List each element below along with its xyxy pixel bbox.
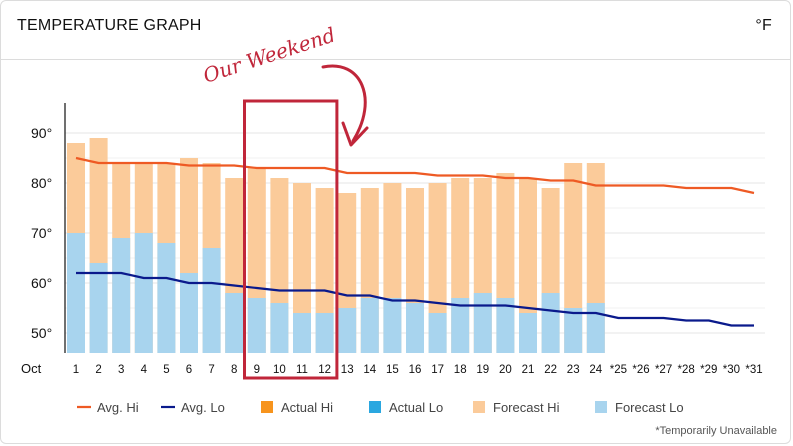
forecast-lo-bar <box>564 308 583 353</box>
forecast-lo-bar <box>202 248 221 353</box>
x-tick-label: 5 <box>163 364 169 376</box>
x-tick-label: 17 <box>431 364 444 376</box>
unit-label[interactable]: °F <box>755 17 772 34</box>
forecast-lo-bar <box>473 293 492 353</box>
forecast-lo-bar <box>496 298 515 353</box>
x-tick-label: 24 <box>589 364 602 376</box>
legend-label: Avg. Lo <box>181 400 225 415</box>
forecast-lo-bar <box>67 233 85 353</box>
x-tick-label: 16 <box>409 364 422 376</box>
x-tick-label: *31 <box>745 364 762 376</box>
avg-hi-line <box>75 156 755 195</box>
forecast-hi-bar <box>293 183 311 353</box>
y-tick-label: 50° <box>31 325 52 341</box>
forecast-lo-bar <box>383 298 402 353</box>
legend-swatch <box>595 401 607 413</box>
forecast-lo-bar <box>406 303 424 353</box>
annotation-label: Our Weekend <box>200 22 338 87</box>
forecast-lo-bar <box>293 313 311 353</box>
x-tick-label: 6 <box>186 364 192 376</box>
legend-swatch <box>473 401 485 413</box>
x-tick-label: 2 <box>95 364 101 376</box>
y-tick-label: 90° <box>31 125 52 141</box>
x-tick-label: *25 <box>610 364 627 376</box>
x-tick-label: *29 <box>700 364 717 376</box>
x-tick-label: 14 <box>363 364 376 376</box>
legend: Avg. Hi Avg. Lo Actual Hi Actual Lo Forecast… <box>77 400 684 415</box>
forecast-lo-bar <box>315 313 334 353</box>
legend-swatch <box>369 401 381 413</box>
forecast-hi-bar <box>564 163 583 353</box>
forecast-lo-bar <box>541 293 560 353</box>
annotation-arrow <box>321 64 367 143</box>
forecast-lo-bar <box>112 238 131 353</box>
forecast-lo-bar <box>586 303 605 353</box>
forecast-hi-bar <box>315 188 334 353</box>
legend-label: Forecast Hi <box>493 400 560 415</box>
x-tick-label: 10 <box>273 364 286 376</box>
page-title: TEMPERATURE GRAPH <box>17 17 202 34</box>
x-tick-label: 9 <box>254 364 260 376</box>
forecast-hi-bar <box>428 183 447 353</box>
x-tick-label: 1 <box>73 364 79 376</box>
avg-lo-line <box>76 271 754 327</box>
y-tick-label: 60° <box>31 275 52 291</box>
forecast-lo-bar <box>89 263 108 353</box>
x-tick-label: 11 <box>296 364 308 376</box>
x-tick-label: 23 <box>567 364 580 376</box>
x-tick-label: *30 <box>723 364 740 376</box>
legend-label: Avg. Hi <box>97 400 139 415</box>
legend-swatch <box>261 401 273 413</box>
forecast-lo-bar <box>360 298 379 353</box>
forecast-lo-bar <box>428 313 447 353</box>
x-tick-label: 18 <box>454 364 467 376</box>
x-tick-label: 21 <box>522 364 535 376</box>
forecast-lo-bar <box>451 298 470 353</box>
x-tick-label: 4 <box>141 364 148 376</box>
forecast-lo-bar <box>134 233 153 353</box>
x-tick-label: 15 <box>386 364 399 376</box>
annotation-arrowhead <box>341 121 369 147</box>
x-tick-label: 19 <box>476 364 489 376</box>
x-axis-prefix: Oct <box>21 361 42 376</box>
x-tick-labels: Oct 1 2 3 4 5 6 7 8 9 10 11 12 13 14 15 16 17 18 19 20 21 22 23… <box>21 361 763 376</box>
forecast-lo-bar <box>270 303 289 353</box>
legend-label: Forecast Lo <box>615 400 684 415</box>
x-tick-label: *28 <box>678 364 695 376</box>
bars <box>67 138 605 353</box>
x-tick-label: *27 <box>655 364 672 376</box>
legend-label: Actual Lo <box>389 400 443 415</box>
y-tick-label: 80° <box>31 175 52 191</box>
forecast-lo-bar <box>519 313 537 353</box>
x-tick-label: 3 <box>118 364 124 376</box>
y-tick-labels: 90° 80° 70° 60° 50° <box>31 125 52 341</box>
weekend-highlight-box <box>243 99 339 380</box>
x-tick-label: 12 <box>318 364 331 376</box>
forecast-lo-bar <box>157 243 176 353</box>
header-divider <box>1 59 790 60</box>
x-tick-label: 22 <box>544 364 557 376</box>
y-tick-label: 70° <box>31 225 52 241</box>
x-tick-label: 8 <box>231 364 237 376</box>
legend-label: Actual Hi <box>281 400 333 415</box>
x-tick-label: 20 <box>499 364 512 376</box>
forecast-lo-bar <box>225 293 244 353</box>
x-tick-label: 7 <box>208 364 214 376</box>
forecast-lo-bar <box>180 273 198 353</box>
x-tick-label: *26 <box>632 364 649 376</box>
x-tick-label: 13 <box>341 364 354 376</box>
forecast-lo-bar <box>338 308 357 353</box>
footnote: *Temporarily Unavailable <box>655 425 777 437</box>
forecast-lo-bar <box>247 298 266 353</box>
